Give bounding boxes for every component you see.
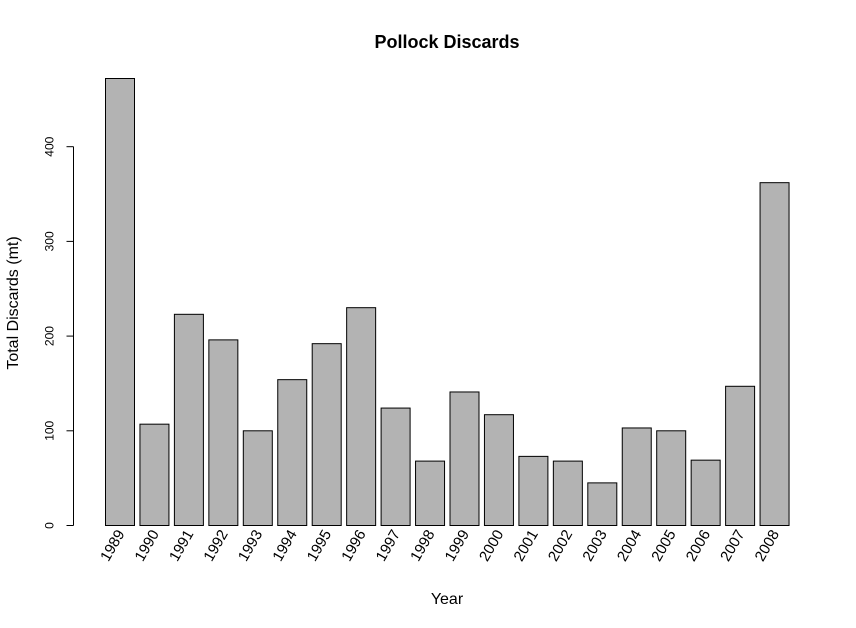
y-tick-label: 200 (43, 326, 57, 346)
bar-2005 (656, 430, 687, 526)
bar-2006 (690, 459, 721, 526)
x-tick-label: 2003 (579, 527, 610, 564)
x-tick-label: 2000 (476, 527, 507, 564)
x-axis-label: Year (431, 591, 464, 608)
x-tick-label: 1995 (304, 527, 335, 564)
bars-group (105, 78, 790, 527)
x-tick-label: 2007 (717, 527, 748, 564)
bar-1994 (277, 379, 308, 526)
x-tick-labels: 1989 1990 1991 1992 1993 1994 1995 1996 1997 1998… (97, 527, 783, 564)
bar-1998 (415, 460, 446, 527)
x-tick-label: 2006 (683, 527, 714, 564)
x-tick-label: 2005 (648, 527, 679, 564)
bar-2001 (518, 455, 549, 526)
bar-2003 (587, 482, 618, 527)
x-tick-label: 1999 (442, 527, 473, 564)
y-tick-label: 0 (43, 522, 57, 529)
bar-1999 (449, 391, 480, 526)
x-tick-label: 1992 (200, 527, 231, 564)
y-tick-label: 300 (43, 231, 57, 251)
y-axis-label: Total Discards (mt) (5, 236, 22, 369)
bar-2004 (621, 427, 652, 526)
x-tick-label: 1998 (407, 527, 438, 564)
bar-1993 (242, 430, 273, 526)
bar-1989 (105, 78, 135, 526)
x-tick-label: 1989 (97, 527, 128, 564)
x-tick-label: 1997 (373, 527, 404, 564)
x-tick-label: 1991 (166, 527, 197, 564)
bar-1992 (208, 339, 239, 526)
x-tick-label: 1994 (269, 527, 300, 564)
x-tick-label: 1996 (338, 527, 369, 564)
x-tick-label: 2004 (614, 527, 645, 564)
bar-2000 (483, 414, 514, 527)
bar-1990 (139, 423, 170, 527)
bar-1991 (173, 313, 204, 526)
chart-title: Pollock Discards (374, 32, 519, 52)
x-tick-label: 1990 (132, 527, 163, 564)
bar-2008 (759, 182, 790, 526)
x-tick-label: 1993 (235, 527, 266, 564)
y-axis: 0 100 200 300 400 (43, 136, 74, 529)
bar-2002 (552, 460, 583, 527)
bar-1995 (311, 343, 342, 527)
bar-1996 (346, 307, 377, 526)
x-tick-label: 2002 (545, 527, 576, 564)
x-tick-label: 2001 (510, 527, 541, 564)
x-tick-label: 2008 (752, 527, 783, 564)
y-tick-label: 100 (43, 420, 57, 440)
bar-2007 (725, 385, 756, 527)
y-tick-label: 400 (43, 136, 57, 156)
bar-1997 (380, 407, 411, 527)
